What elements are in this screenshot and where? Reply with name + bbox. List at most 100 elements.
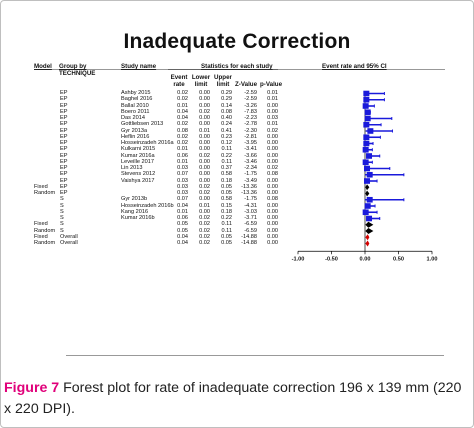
cell-study: Gottliebsen 2013 [121,121,164,128]
chart-title: Inadequate Correction [123,30,351,53]
cell-p: 0.02 [267,165,278,171]
cell-p: 0.00 [267,177,278,184]
cell-lower: 0.02 [199,240,210,246]
point-estimate [363,134,370,141]
cell-p: 0.00 [267,233,278,240]
cell-rate: 0.01 [177,208,188,215]
cell-lower: 0.02 [199,108,210,115]
cell-study: Lin 2013 [121,165,143,171]
cell-group: EP [60,146,68,153]
cell-group: EP [60,158,68,165]
cell-rate: 0.03 [177,190,188,196]
cell-z: -1.75 [244,171,257,178]
header-lower-limit: Lower limit [191,74,211,88]
cell-p: 0.00 [267,227,278,234]
cell-upper: 0.11 [221,146,232,153]
point-estimate [364,109,371,116]
point-estimate [363,90,370,97]
cell-p: 0.00 [267,208,278,215]
cell-rate: 0.06 [177,152,188,159]
header-z-value: Z-Value [235,81,258,88]
cell-p: 0.00 [267,158,278,165]
cell-upper: 0.58 [221,171,232,178]
cell-upper: 0.05 [221,233,232,240]
cell-rate: 0.04 [177,233,188,240]
header-statistics: Statistics for each study [201,63,273,70]
point-estimate [366,215,373,222]
header-study-name: Study name [121,63,157,70]
cell-rate: 0.03 [177,177,188,184]
cell-rate: 0.05 [177,227,188,234]
point-estimate [362,146,369,153]
cell-rate: 0.01 [177,158,188,165]
cell-z: -3.71 [244,215,257,221]
cell-study: Das 2014 [121,115,145,121]
cell-upper: 0.22 [221,152,232,159]
cell-upper: 0.11 [221,227,232,234]
cell-model: Fixed [34,183,48,190]
cell-group: EP [60,152,68,159]
cell-rate: 0.02 [177,133,188,140]
header-event-rate: Event rate [170,74,188,88]
cell-rate: 0.02 [177,140,188,146]
cell-rate: 0.06 [177,215,188,221]
cell-lower: 0.01 [199,202,210,209]
cell-upper: 0.18 [221,177,232,184]
cell-lower: 0.02 [199,152,210,159]
cell-group: EP [60,102,68,109]
cell-group: EP [60,177,68,184]
header-model: Model [34,63,52,70]
cell-lower: 0.02 [199,190,210,196]
cell-rate: 0.02 [177,96,188,103]
cell-study: Kumar 2016a [121,152,155,159]
cell-lower: 0.00 [199,90,210,96]
x-tick-label: -1.00 [292,256,305,262]
cell-model: Random [34,240,56,246]
summary-diamond [365,234,370,241]
cell-z: -13.36 [241,190,257,196]
cell-group: S [60,215,64,221]
summary-diamond [365,221,374,228]
cell-rate: 0.03 [177,165,188,171]
cell-upper: 0.18 [221,208,232,215]
cell-group: EP [60,115,68,121]
cell-p: 0.01 [267,90,278,96]
cell-z: -3.03 [244,208,257,215]
cell-study: Baghel 2016 [121,96,153,103]
summary-diamond [365,228,374,234]
cell-rate: 0.04 [177,115,188,121]
cell-upper: 0.05 [221,190,232,196]
cell-study: Stevens 2012 [121,171,156,178]
header-plot-title: Event rate and 95% CI [322,63,387,70]
cell-upper: 0.15 [221,202,232,209]
cell-lower: 0.02 [199,183,210,190]
point-estimate [362,103,369,109]
cell-p: 0.01 [267,121,278,128]
cell-rate: 0.04 [177,202,188,209]
cell-study: Leveille 2017 [121,158,154,165]
cell-p: 0.00 [267,133,278,140]
point-estimate [363,140,370,147]
cell-rate: 0.04 [177,240,188,246]
cell-rate: 0.08 [177,127,188,134]
cell-rate: 0.04 [177,108,188,115]
cell-group: Overall [60,240,78,246]
cell-lower: 0.00 [199,121,210,128]
cell-p: 0.01 [267,96,278,103]
cell-p: 0.00 [267,190,278,196]
cell-p: 0.00 [267,108,278,115]
cell-group: EP [60,171,68,178]
cell-z: -2.59 [244,96,257,103]
cell-model: Random [34,190,56,196]
point-estimate [364,115,371,122]
cell-upper: 0.24 [221,121,232,128]
cell-upper: 0.14 [221,102,232,109]
cell-model: Random [34,227,56,234]
cell-z: -3.66 [244,152,257,159]
cell-group: S [60,196,64,203]
cell-study: Hosseinzadeh 2016b [121,202,174,209]
cell-z: -3.95 [244,140,257,146]
cell-z: -2.78 [244,121,257,128]
cell-z: -14.88 [241,233,257,240]
